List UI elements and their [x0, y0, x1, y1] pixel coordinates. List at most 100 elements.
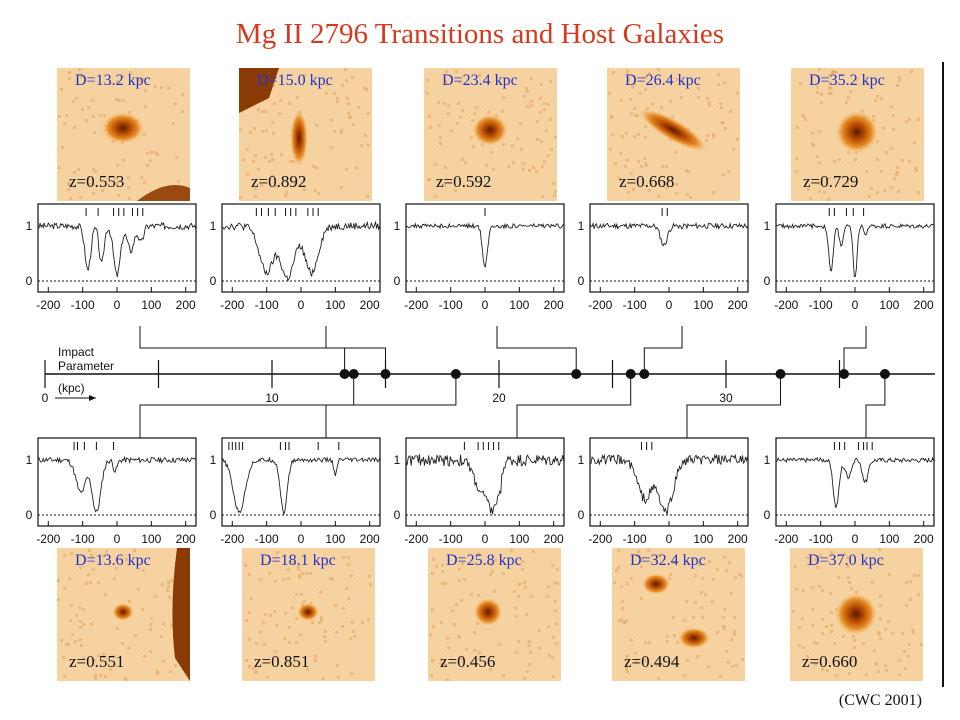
- distance-label: D=18.1 kpc: [260, 552, 336, 569]
- x-tick-label: 200: [360, 298, 380, 312]
- connector-top-5: [843, 326, 867, 374]
- spectrum-frame: [37, 437, 197, 527]
- y-tick-label: 1: [26, 453, 33, 467]
- distance-label: D=32.4 kpc: [630, 552, 706, 569]
- impact-axis-label: Impact: [58, 345, 95, 359]
- connector-top-4: [643, 326, 683, 374]
- y-tick-label: 1: [764, 453, 771, 467]
- y-tick-label: 1: [210, 453, 217, 467]
- redshift-label: z=0.668: [619, 172, 675, 191]
- spectrum-trace: [589, 453, 749, 515]
- x-tick-label: -200: [36, 532, 60, 546]
- spectrum-panel-bottom-3: 10-200 -100 0 100 200: [394, 437, 565, 546]
- x-tick-label: -200: [774, 298, 798, 312]
- distance-label: D=26.4 kpc: [625, 72, 701, 89]
- x-tick-label: -100: [623, 298, 647, 312]
- spectrum-trace: [775, 456, 935, 509]
- spectrum-panel-top-2: 10-200 -100 0 100 200: [210, 203, 381, 312]
- spectrum-trace: [589, 221, 749, 247]
- credit-text: (CWC 2001): [838, 692, 922, 709]
- y-tick-label: 1: [394, 453, 401, 467]
- x-tick-label: -100: [439, 298, 463, 312]
- galaxy-picture: [239, 68, 372, 201]
- galaxy-image-bottom-5: D=37.0 kpc z=0.660: [790, 548, 923, 681]
- spectrum-trace: [221, 220, 381, 282]
- galaxy-image-bottom-2: D=18.1 kpc z=0.851: [242, 548, 375, 681]
- connector-top-3: [496, 326, 577, 374]
- distance-label: D=13.2 kpc: [75, 72, 151, 89]
- connector-bottom-4: [686, 374, 781, 438]
- redshift-label: z=0.553: [69, 172, 125, 191]
- data-point-5: [839, 369, 849, 379]
- data-point-3: [571, 369, 582, 379]
- connector-bottom-1: [139, 374, 355, 438]
- galaxy-image-bottom-4: D=32.4 kpc z=0.494: [612, 548, 745, 681]
- redshift-label: z=0.892: [251, 172, 307, 191]
- x-tick-label: -200: [774, 532, 798, 546]
- impact-axis-label: Parameter: [58, 359, 114, 373]
- x-tick-label: 100: [141, 532, 161, 546]
- spectrum-frame: [775, 203, 935, 293]
- spectrum-panel-top-3: 10-200 -100 0 100 200: [394, 203, 565, 312]
- redshift-label: z=0.660: [802, 652, 858, 671]
- x-tick-label: 200: [176, 298, 196, 312]
- data-point-9: [775, 369, 786, 379]
- y-tick-label: 1: [578, 219, 585, 233]
- galaxy-image-top-3: D=23.4 kpc z=0.592: [424, 68, 557, 201]
- spectrum-panel-top-5: 10-200 -100 0 100 200: [764, 203, 935, 312]
- connector-bottom-3: [516, 374, 632, 438]
- y-tick-label: 0: [394, 508, 401, 522]
- x-tick-label: -100: [809, 298, 833, 312]
- galaxy-picture: [791, 68, 924, 201]
- x-tick-label: -100: [71, 532, 95, 546]
- x-tick-label: 0: [298, 532, 305, 546]
- x-tick-label: 100: [141, 298, 161, 312]
- connector-bottom-5: [865, 374, 886, 438]
- impact-axis-tick-label: 10: [265, 391, 279, 405]
- y-tick-label: 0: [210, 274, 217, 288]
- distance-label: D=25.8 kpc: [446, 552, 522, 569]
- redshift-label: z=0.592: [436, 172, 492, 191]
- spectrum-frame: [221, 437, 381, 527]
- distance-label: D=23.4 kpc: [442, 72, 518, 89]
- x-tick-label: 0: [482, 532, 489, 546]
- x-tick-label: -200: [404, 532, 428, 546]
- x-tick-label: -100: [439, 532, 463, 546]
- x-tick-label: 100: [325, 532, 345, 546]
- connector-top-1: [139, 326, 346, 374]
- y-tick-label: 0: [764, 508, 771, 522]
- x-tick-label: 0: [666, 532, 673, 546]
- galaxy-picture: [242, 548, 375, 681]
- spectrum-frame: [775, 437, 935, 527]
- data-point-7: [450, 369, 461, 379]
- y-tick-label: 0: [26, 274, 33, 288]
- y-tick-label: 1: [26, 219, 33, 233]
- x-tick-label: 0: [852, 532, 859, 546]
- y-tick-label: 0: [578, 508, 585, 522]
- redshift-label: z=0.494: [624, 652, 680, 671]
- x-tick-label: -200: [588, 298, 612, 312]
- x-tick-label: -200: [36, 298, 60, 312]
- x-tick-label: 200: [728, 298, 748, 312]
- x-tick-label: 100: [693, 532, 713, 546]
- x-tick-label: -100: [255, 298, 279, 312]
- figure-title: Mg II 2796 Transitions and Host Galaxies: [235, 18, 725, 50]
- galaxy-picture: [57, 68, 190, 201]
- galaxy-image-top-4: D=26.4 kpc z=0.668: [607, 68, 740, 201]
- x-tick-label: 100: [879, 298, 899, 312]
- spectrum-frame: [37, 203, 197, 293]
- galaxy-picture: [424, 68, 557, 201]
- impact-axis-label: (kpc): [58, 381, 85, 395]
- x-tick-label: 100: [509, 298, 529, 312]
- x-tick-label: -200: [404, 298, 428, 312]
- distance-label: D=15.0 kpc: [257, 72, 333, 89]
- y-tick-label: 0: [394, 274, 401, 288]
- x-tick-label: 0: [298, 298, 305, 312]
- galaxy-image-bottom-3: D=25.8 kpc z=0.456: [428, 548, 561, 681]
- spectrum-frame: [589, 437, 749, 527]
- x-tick-label: 100: [509, 532, 529, 546]
- galaxy-picture: [428, 548, 561, 681]
- x-tick-label: 0: [666, 298, 673, 312]
- data-point-2: [380, 369, 391, 379]
- spectrum-panel-bottom-4: 10-200 -100 0 100 200: [578, 437, 749, 546]
